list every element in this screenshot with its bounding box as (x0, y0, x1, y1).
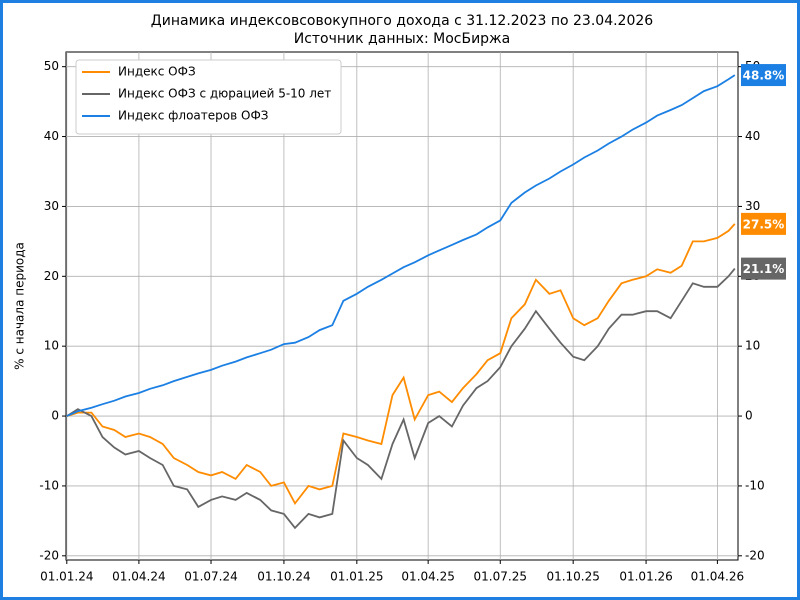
end-value-box (741, 257, 786, 280)
series-line (66, 74, 736, 417)
end-value-label: 21.1% (743, 262, 785, 276)
legend-box (75, 59, 342, 135)
x-tick-label: 01.10.25 (546, 570, 599, 584)
end-value-box (741, 212, 786, 235)
y-tick-label: 10 (44, 339, 59, 353)
legend-label: Индекс флоатеров ОФЗ (118, 109, 268, 123)
y-tick-label: -10 (39, 478, 59, 492)
y-tick-label: 40 (44, 129, 59, 143)
series-line (66, 268, 736, 530)
y-tick-label: -20 (39, 548, 59, 562)
y2-tick-label: 0 (745, 409, 753, 423)
y-tick-label: 20 (44, 269, 59, 283)
series-line (66, 223, 736, 506)
end-value-label: 48.8% (743, 69, 785, 83)
x-tick-label: 01.04.24 (112, 570, 165, 584)
end-value-label: 27.5% (743, 217, 785, 231)
y2-tick-label: 10 (745, 339, 760, 353)
x-tick-label: 01.01.24 (40, 570, 93, 584)
y2-tick-label: -20 (745, 548, 765, 562)
x-tick-label: 01.07.24 (184, 570, 237, 584)
end-value-box (741, 64, 786, 87)
chart-subtitle: Источник данных: МосБиржа (294, 31, 511, 47)
x-tick-label: 01.01.26 (619, 570, 672, 584)
y-axis-label: % с начала периода (13, 242, 27, 370)
y2-tick-label: -10 (745, 478, 765, 492)
x-tick-label: 01.04.25 (401, 570, 454, 584)
y2-tick-label: 30 (745, 199, 760, 213)
x-tick-label: 01.10.24 (257, 570, 310, 584)
chart-title: Динамика индексовсовокупного дохода с 31… (151, 13, 653, 29)
y-tick-label: 0 (51, 409, 59, 423)
legend-label: Индекс ОФЗ (118, 65, 196, 79)
x-tick-label: 01.01.25 (330, 570, 383, 584)
y-tick-label: 30 (44, 199, 59, 213)
x-tick-label: 01.04.26 (691, 570, 744, 584)
x-tick-label: 01.07.25 (474, 570, 527, 584)
y2-tick-label: 40 (745, 129, 760, 143)
y-tick-label: 50 (44, 59, 59, 73)
legend-label: Индекс ОФЗ с дюрацией 5-10 лет (118, 87, 331, 101)
